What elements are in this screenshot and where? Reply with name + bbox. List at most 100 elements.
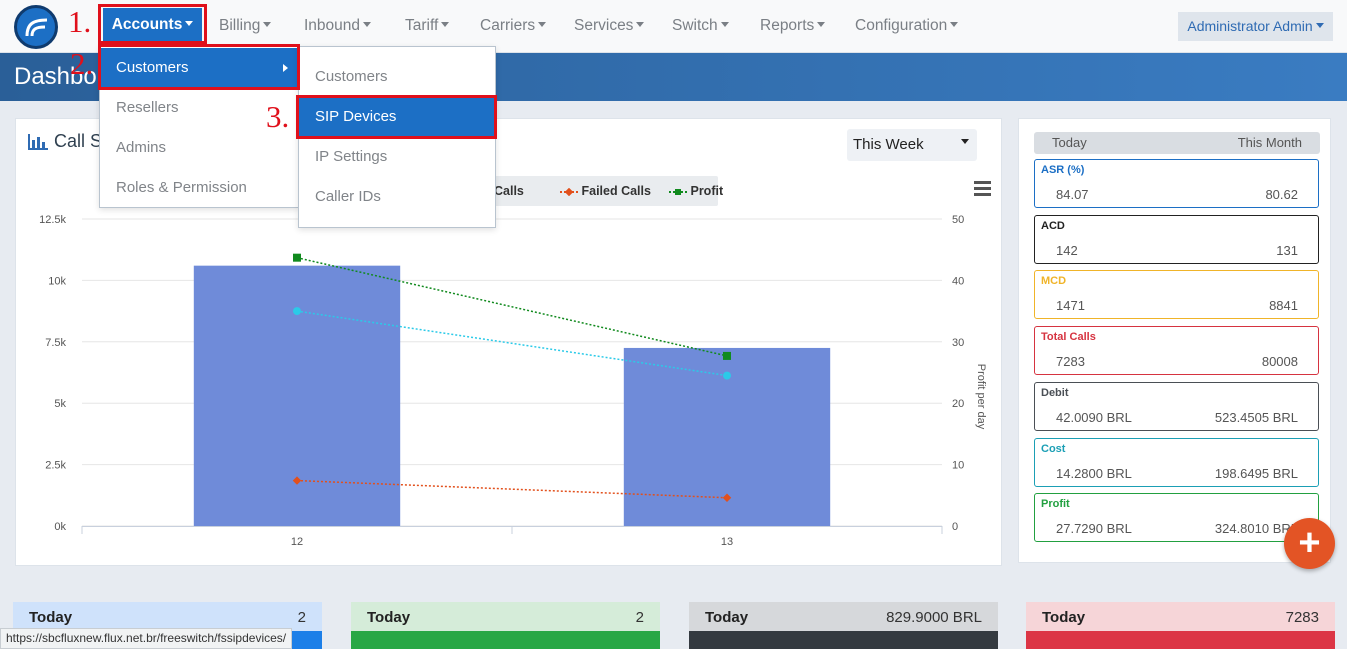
summary-card-value: 829.9000 BRL [886,609,982,626]
stat-month-value: 80.62 [1265,187,1298,202]
stat-today-value: 142 [1056,242,1078,258]
menu-item-roles-permission[interactable]: Roles & Permission [116,179,247,196]
series-line [296,310,728,377]
accounts-dropdown: Customers Resellers Admins Roles & Permi… [99,46,299,208]
caret-down-icon [185,20,194,26]
y-right-tick-label: 10 [952,460,964,472]
y-left-tick-label: 2.5k [45,460,66,472]
nav-switch[interactable]: Switch [672,0,729,52]
nav-reports[interactable]: Reports [760,0,826,52]
plus-icon[interactable]: + [1284,518,1335,569]
tab-this-month[interactable]: This Month [1237,135,1302,150]
stat-label: Cost [1041,442,1066,455]
summary-card-value: 7283 [1285,609,1319,626]
summary-card-label: Today [705,609,749,626]
page-title: Dashbo [14,63,97,90]
y-left-tick-label: 7.5k [45,337,66,349]
stat-label: Profit [1041,498,1070,511]
submenu-item-ip-settings[interactable]: IP Settings [315,148,388,165]
bar-calls [193,265,401,526]
stats-panel: Today This Month ASR (%) 84.07 80.62 ACD 142… [1018,118,1331,563]
submenu-item-customers[interactable]: Customers [315,68,388,85]
stat-label: ASR (%) [1041,164,1085,176]
nav-carriers[interactable]: Carriers [480,0,547,52]
summary-card-value: 2 [635,609,644,626]
y-right-tick-label: 40 [952,275,964,287]
summary-card: Today 829.9000 BRL [689,602,998,649]
caret-down-icon [441,21,450,27]
y-right-tick-label: 20 [952,398,964,410]
nav-tariff[interactable]: Tariff [405,0,450,52]
stat-card: Cost 14.2800 BRL 198.6495 BRL [1034,437,1319,487]
summary-card-label: Today [29,609,73,626]
summary-card-header: Today 2 [351,602,660,631]
stat-month-value: 80008 [1261,354,1298,370]
annotation-label-3: 3. [266,99,290,134]
stat-label: Debit [1041,386,1069,399]
stat-label: MCD [1041,275,1067,288]
x-tick-label: 13 [721,536,733,548]
nav-accounts[interactable]: Accounts [103,8,202,42]
y-left-tick-label: 10k [48,275,66,287]
caret-down-icon [720,21,729,27]
nav-billing[interactable]: Billing [219,0,272,52]
summary-card-label: Today [1042,609,1086,626]
submenu-item-caller-ids[interactable]: Caller IDs [315,188,381,205]
summary-card-bar [689,631,998,649]
app-logo[interactable] [14,5,58,49]
caret-down-icon [636,21,645,27]
nav-inbound[interactable]: Inbound [304,0,372,52]
period-select[interactable]: This Week [847,129,977,161]
stat-card: Debit 42.0090 BRL 523.4505 BRL [1034,381,1319,431]
submenu-item-sip-devices[interactable]: SIP Devices [299,97,495,137]
summary-card-value: 2 [297,609,306,626]
stat-month-value: 324.8010 BRL [1214,521,1298,537]
y-right-tick-label: 30 [952,337,964,349]
y-right-tick-label: 50 [952,214,964,226]
series-point [722,493,732,502]
summary-card-header: Today 2 [13,602,322,631]
failed-marker-icon [560,187,578,196]
legend-calls[interactable]: Calls [494,184,524,198]
stat-month-value: 198.6495 BRL [1214,465,1298,481]
summary-card-bar [1026,631,1335,649]
legend-failed-calls[interactable]: Failed Calls [560,184,651,198]
x-tick-label: 12 [291,536,303,548]
stats-tabs: Today This Month [1034,132,1320,154]
stat-today-value: 7283 [1056,354,1085,370]
stat-card: MCD 1471 8841 [1034,270,1319,320]
chart-legend: Calls Failed Calls Profit [486,176,723,206]
legend-profit[interactable]: Profit [669,184,723,198]
caret-down-icon [817,21,826,27]
chart-menu-icon[interactable] [974,181,991,199]
caret-down-icon [263,21,272,27]
caret-right-icon [283,64,288,72]
summary-card-bar [351,631,660,649]
stat-month-value: 8841 [1269,298,1298,314]
stat-today-value: 14.2800 BRL [1056,465,1132,481]
caret-down-icon [538,21,547,27]
stat-card: Profit 27.7290 BRL 324.8010 BRL [1034,493,1319,543]
summary-card: Today 2 [351,602,660,649]
annotation-label-1: 1. [68,4,92,39]
tab-today[interactable]: Today [1052,135,1087,150]
nav-configuration[interactable]: Configuration [855,0,959,52]
nav-services[interactable]: Services [574,0,645,52]
caret-down-icon [950,21,959,27]
annotation-label-2: 2. [70,46,94,81]
series-point [292,476,302,485]
stat-today-value: 42.0090 BRL [1056,409,1132,425]
menu-item-resellers[interactable]: Resellers [116,99,179,116]
stat-card: ASR (%) 84.07 80.62 [1034,159,1319,208]
summary-card: Today 7283 [1026,602,1335,649]
call-summary-chart: 0k 2.5k 5k 7.5k 10k 12.5k 0 10 20 30 40 50 Profit pe… [39,214,987,548]
chart-title: Call S [54,131,103,151]
stat-label: ACD [1041,219,1065,232]
caret-down-icon [363,21,372,27]
menu-item-admins[interactable]: Admins [116,139,167,156]
menu-item-customers[interactable]: Customers [100,48,298,88]
user-menu[interactable]: Administrator Admin [1178,12,1333,41]
summary-card-label: Today [367,609,411,626]
series-point [293,253,301,262]
series-point [723,371,731,380]
